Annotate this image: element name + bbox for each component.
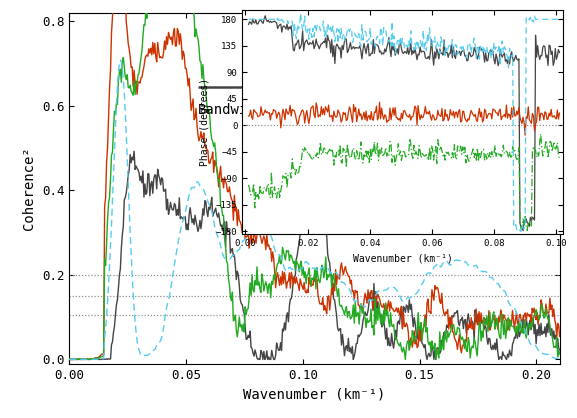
X-axis label: Wavenumber (km⁻¹): Wavenumber (km⁻¹) [243, 387, 385, 401]
Y-axis label: Coherence²: Coherence² [23, 146, 36, 230]
Y-axis label: Phase (degrees): Phase (degrees) [200, 78, 211, 166]
X-axis label: Wavenumber (km⁻¹): Wavenumber (km⁻¹) [353, 253, 452, 263]
Text: Bandwidth: Bandwidth [198, 104, 273, 117]
